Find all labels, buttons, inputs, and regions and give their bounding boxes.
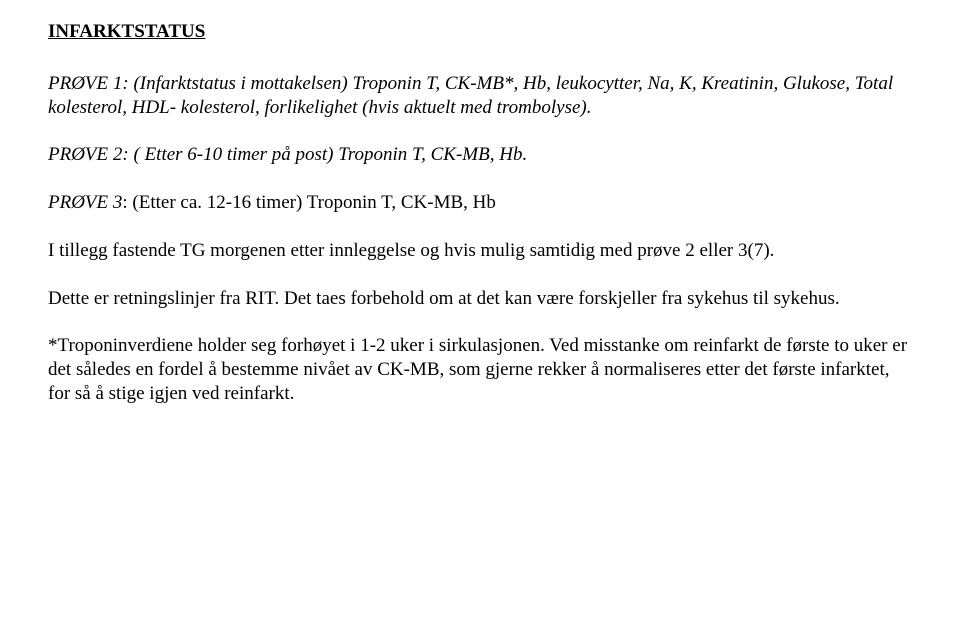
guidelines-text: Dette er retningslinjer fra RIT. Det tae… — [48, 287, 912, 311]
prove-2: PRØVE 2: ( Etter 6-10 timer på post) Tro… — [48, 143, 912, 167]
footnote-text: *Troponinverdiene holder seg forhøyet i … — [48, 334, 912, 405]
prove-2-label: PRØVE 2: ( — [48, 144, 140, 165]
prove-1: PRØVE 1: (Infarktstatus i mottakelsen) T… — [48, 72, 912, 120]
document-title: INFARKTSTATUS — [48, 20, 912, 44]
document-page: INFARKTSTATUS PRØVE 1: (Infarktstatus i … — [0, 0, 960, 430]
prove-3-text: : (Etter ca. 12-16 timer) Troponin T, CK… — [122, 192, 495, 213]
prove-3: PRØVE 3: (Etter ca. 12-16 timer) Troponi… — [48, 191, 912, 215]
supplementary-text: I tillegg fastende TG morgenen etter inn… — [48, 239, 912, 263]
prove-2-text: Etter 6-10 timer på post) Troponin T, CK… — [140, 144, 527, 165]
prove-3-label: PRØVE 3 — [48, 192, 122, 213]
prove-1-label: PRØVE 1: (Infarktstatus i mottakelsen) — [48, 73, 348, 94]
